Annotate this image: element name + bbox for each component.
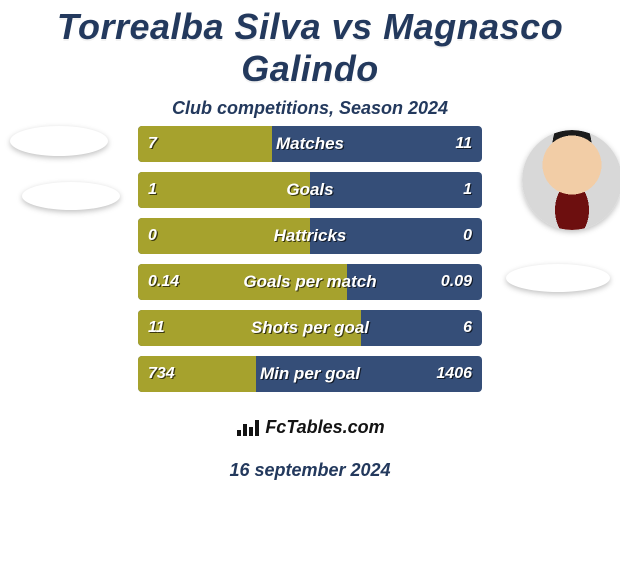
brand-text: FcTables.com [265, 417, 384, 438]
page-subtitle: Club competitions, Season 2024 [0, 98, 620, 119]
comparison-row: Hattricks00 [138, 218, 482, 254]
bar-left-fill [138, 172, 310, 208]
comparison-row: Min per goal7341406 [138, 356, 482, 392]
bar-left-fill [138, 126, 272, 162]
bar-left-fill [138, 356, 256, 392]
comparison-row: Shots per goal116 [138, 310, 482, 346]
bar-left-fill [138, 310, 361, 346]
bar-right-value: 1 [463, 172, 472, 208]
player-left-avatar-placeholder-1 [10, 126, 108, 156]
bar-chart-icon [237, 418, 259, 436]
comparison-row: Goals11 [138, 172, 482, 208]
brand-box: FcTables.com [206, 402, 416, 452]
comparison-bars: Matches711 Goals11 Hattricks00 Goals per ma… [138, 126, 482, 402]
bar-right-value: 6 [463, 310, 472, 346]
bar-left-fill [138, 264, 347, 300]
comparison-infographic: Torrealba Silva vs Magnasco Galindo Club… [0, 6, 620, 580]
player-left-avatar-placeholder-2 [22, 182, 120, 210]
comparison-row: Goals per match0.140.09 [138, 264, 482, 300]
player-right-shadow-ellipse [506, 264, 610, 292]
bar-right-value: 11 [455, 126, 472, 162]
comparison-row: Matches711 [138, 126, 482, 162]
page-title: Torrealba Silva vs Magnasco Galindo [0, 6, 620, 90]
face-icon [522, 130, 620, 230]
player-right-avatar [522, 130, 620, 230]
footer-date: 16 september 2024 [0, 460, 620, 481]
bar-right-value: 1406 [436, 356, 472, 392]
bar-right-value: 0 [463, 218, 472, 254]
bar-left-fill [138, 218, 310, 254]
bar-right-value: 0.09 [441, 264, 472, 300]
